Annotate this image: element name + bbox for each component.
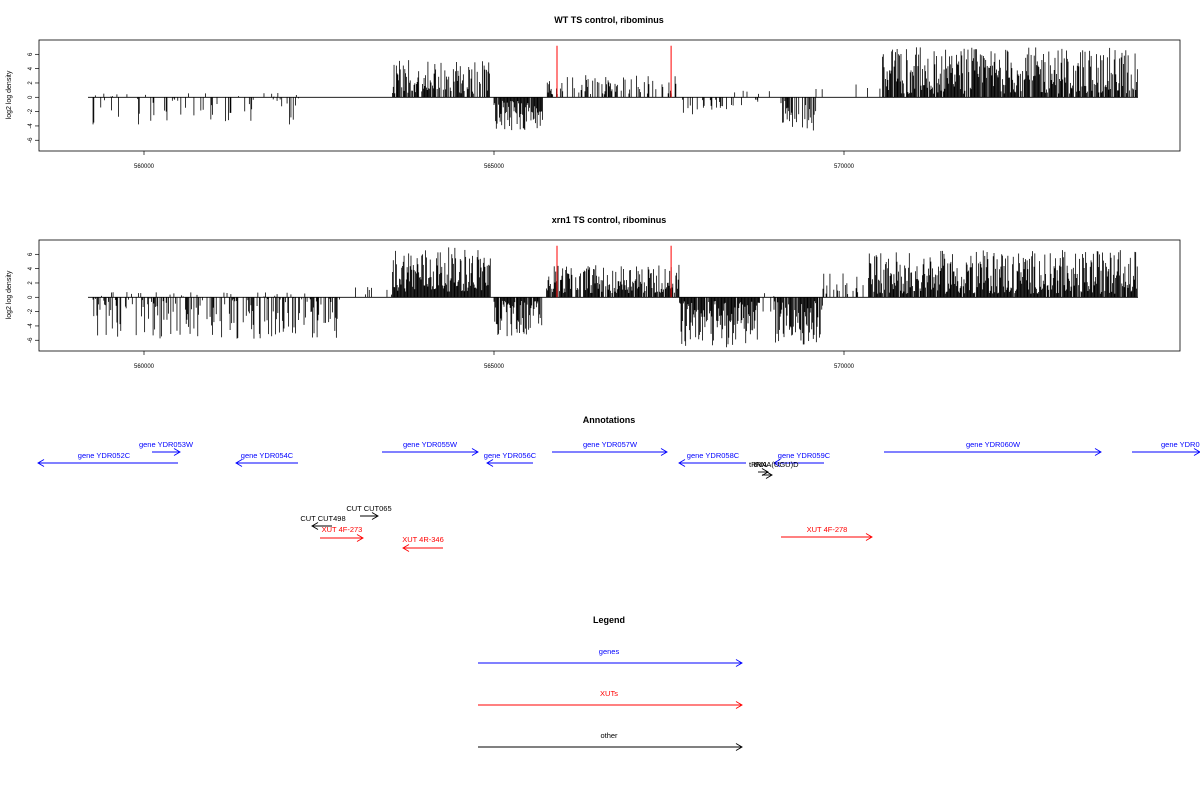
annotation-label: XUT 4F-273 [322, 525, 363, 534]
legend-label: genes [599, 647, 620, 656]
y-tick-label: 0 [28, 95, 34, 99]
legend-panel: Legend genes XUTs other [478, 615, 743, 751]
y-tick-label: 6 [28, 252, 34, 256]
arrow-head [735, 701, 743, 709]
arrow-head [402, 544, 410, 552]
y-tick-label: -4 [28, 123, 34, 129]
legend-label: other [600, 731, 618, 740]
panel-title-wt: WT TS control, ribominus [554, 15, 664, 25]
annotation-label: XUT 4F-278 [807, 525, 848, 534]
arrow-head [773, 459, 781, 467]
annotation-label: gene YDR060W [966, 440, 1021, 449]
y-axis-label-xrn1: log2 log density [6, 270, 13, 319]
annotation-label: CUT CUT498 [300, 514, 345, 523]
annotation-label: tRNA [749, 460, 767, 469]
y-tick-label: 2 [28, 281, 34, 285]
annotation-label: tRNA(UGU)D [754, 460, 800, 469]
y-tick-label: 2 [28, 81, 34, 85]
panel-title-xrn1: xrn1 TS control, ribominus [552, 215, 667, 225]
annotation-label: gene YDR061W [1161, 440, 1200, 449]
x-tick-label: 560000 [134, 364, 155, 370]
x-tick-label: 565000 [484, 364, 505, 370]
legend-title: Legend [593, 615, 625, 625]
arrow-head [471, 448, 479, 456]
annotation-label: gene YDR057W [583, 440, 638, 449]
annotations-panel: Annotations gene YDR052C gene YDR053W gene… [37, 415, 1200, 552]
y-tick-label: 4 [28, 66, 34, 70]
track-panel-wt: WT TS control, ribominus log2 log densit… [6, 15, 1181, 170]
arrow-head [37, 459, 45, 467]
y-axis-label-wt: log2 log density [6, 70, 13, 119]
y-tick-label: 0 [28, 295, 34, 299]
y-tick-label: 6 [28, 52, 34, 56]
arrow-head [311, 522, 319, 530]
annotation-label: gene YDR055W [403, 440, 458, 449]
track-panel-xrn1: xrn1 TS control, ribominus log2 log dens… [6, 215, 1181, 370]
arrow-head [660, 448, 668, 456]
arrow-head [1094, 448, 1102, 456]
annotation-label: CUT CUT065 [346, 504, 391, 513]
annotations-title: Annotations [583, 415, 636, 425]
plot-frame-xrn1 [38, 239, 1181, 352]
plot-frame-wt [38, 39, 1181, 152]
arrow-head [235, 459, 243, 467]
y-tick-label: 4 [28, 266, 34, 270]
arrow-head [735, 659, 743, 667]
y-tick-label: -6 [28, 137, 34, 143]
annotation-label: gene YDR053W [139, 440, 194, 449]
legend-label: XUTs [600, 689, 618, 698]
annotation-label: gene YDR059C [778, 451, 831, 460]
arrow-head [865, 533, 873, 541]
annotation-label: gene YDR054C [241, 451, 294, 460]
annotation-label: gene YDR056C [484, 451, 537, 460]
arrow-head [356, 534, 364, 542]
y-tick-label: -4 [28, 323, 34, 329]
arrow-head [735, 743, 743, 751]
x-tick-label: 570000 [834, 164, 855, 170]
x-tick-label: 560000 [134, 164, 155, 170]
arrow-head [173, 448, 181, 456]
arrow-head [1193, 448, 1200, 456]
arrow-head [761, 468, 769, 476]
arrow-head [765, 471, 773, 479]
y-tick-label: -2 [28, 108, 34, 114]
x-tick-label: 570000 [834, 364, 855, 370]
annotation-label: XUT 4R-346 [402, 535, 444, 544]
arrow-head [371, 512, 379, 520]
y-tick-label: -2 [28, 308, 34, 314]
x-tick-label: 565000 [484, 164, 505, 170]
arrow-head [678, 459, 686, 467]
annotation-label: gene YDR058C [687, 451, 740, 460]
annotation-label: gene YDR052C [78, 451, 131, 460]
arrow-head [486, 459, 494, 467]
y-tick-label: -6 [28, 337, 34, 343]
